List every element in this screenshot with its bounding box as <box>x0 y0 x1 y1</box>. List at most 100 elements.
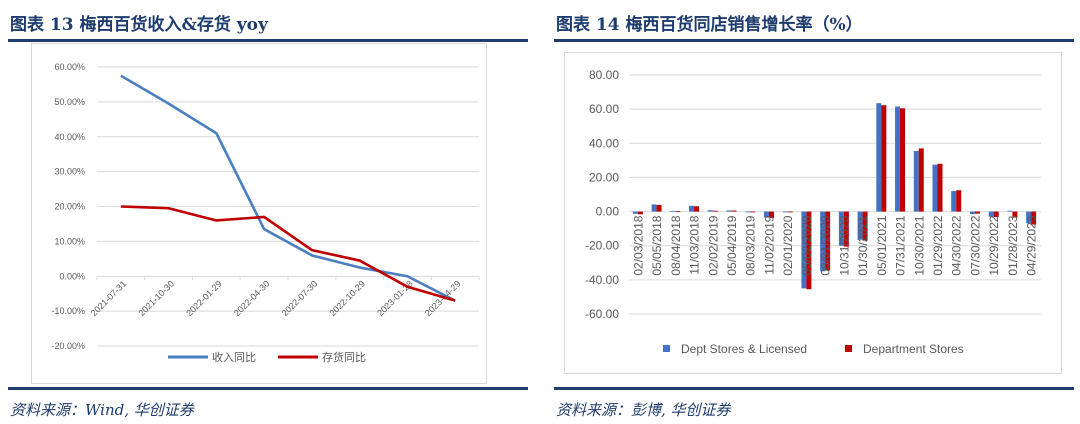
x-tick-label: 11/02/2019 <box>762 215 776 274</box>
x-tick-label: 2022-10-29 <box>327 279 367 319</box>
x-tick-label: 07/30/2022 <box>968 215 982 275</box>
bar <box>900 108 906 212</box>
x-tick-label: 05/04/2019 <box>725 215 739 275</box>
bar <box>750 211 756 213</box>
y-tick-label: -20.00% <box>51 341 85 351</box>
x-tick-label: 08/01/2020 <box>819 215 833 275</box>
bar <box>838 211 844 246</box>
x-tick-label: 2021-10-30 <box>136 279 176 319</box>
x-tick-label: 2022-01-29 <box>184 279 224 319</box>
legend-label: Dept Stores & Licensed <box>681 342 807 356</box>
x-tick-label: 2021-07-31 <box>89 279 129 319</box>
y-tick-label: 40.00 <box>589 136 619 150</box>
x-tick-label: 04/29/2023 <box>1025 215 1039 275</box>
bar <box>637 211 643 215</box>
right-source-note: 资料来源：彭博, 华创证券 <box>556 401 731 419</box>
bar <box>806 211 812 290</box>
legend-swatch <box>663 345 670 352</box>
x-tick-label: 02/03/2018 <box>631 215 645 275</box>
y-tick-label: 20.00 <box>589 170 619 184</box>
bar <box>825 211 831 271</box>
y-tick-label: 0.00 <box>596 205 620 219</box>
bar <box>843 211 849 247</box>
bar <box>1012 211 1018 218</box>
bar <box>694 206 700 212</box>
x-tick-label: 05/02/2020 <box>800 215 814 275</box>
right-title-rule <box>554 39 1074 42</box>
bar <box>726 210 732 212</box>
x-tick-label: 01/29/2022 <box>931 215 945 275</box>
y-tick-label: -60.00 <box>585 307 619 321</box>
x-tick-label: 04/30/2022 <box>950 215 964 275</box>
bar <box>913 150 919 212</box>
y-tick-label: -10.00% <box>51 306 85 316</box>
left-chart-panel: 60.00% 50.00% 40.00% 30.00% 20.00% 10.00% 0.00… <box>31 43 487 384</box>
y-tick-label: -40.00 <box>585 273 619 287</box>
bar <box>801 211 807 289</box>
series-line <box>120 205 456 302</box>
y-tick-label: 60.00% <box>54 62 85 72</box>
bar <box>956 190 962 212</box>
y-tick-label: 10.00% <box>54 236 85 246</box>
x-tick-label: 01/28/2023 <box>1006 215 1020 275</box>
bar <box>787 211 793 213</box>
x-tick-label: 08/04/2018 <box>669 215 683 275</box>
bar <box>768 211 774 219</box>
bar <box>632 211 638 214</box>
bar <box>862 211 868 241</box>
x-tick-label: 08/03/2019 <box>744 215 758 275</box>
bar <box>895 106 901 212</box>
x-tick-label: 05/01/2021 <box>875 215 889 275</box>
series-line <box>120 74 456 302</box>
y-tick-label: 40.00% <box>54 132 85 142</box>
y-tick-label: 0.00% <box>59 271 85 281</box>
y-tick-label: 80.00 <box>589 68 619 82</box>
right-chart-panel: 80.00 60.00 40.00 20.00 0.00 -20.00 -40.00 -60.… <box>564 52 1062 374</box>
y-tick-label: 60.00 <box>589 102 619 116</box>
y-tick-label: 30.00% <box>54 167 85 177</box>
x-tick-label: 10/30/2021 <box>912 215 926 275</box>
bar <box>1026 211 1032 224</box>
bar <box>932 164 938 212</box>
bar <box>881 105 887 212</box>
x-tick-label: 10/31/2020 <box>837 215 851 275</box>
bar <box>918 148 924 212</box>
left-source-note: 资料来源：Wind, 华创证券 <box>10 401 194 419</box>
bar <box>656 204 662 212</box>
x-tick-label: 2023-04-29 <box>423 279 463 319</box>
bar <box>951 191 957 212</box>
legend-label: 存货同比 <box>322 350 366 364</box>
x-tick-label: 07/31/2021 <box>894 215 908 275</box>
bar <box>745 211 751 213</box>
legend-label: Department Stores <box>863 342 964 356</box>
bar <box>974 211 980 214</box>
right-bottom-rule <box>554 387 1074 390</box>
y-tick-label: -20.00 <box>585 239 619 253</box>
bar <box>969 211 975 215</box>
bar <box>988 211 994 217</box>
x-tick-label: 2022-07-30 <box>280 279 320 319</box>
bar <box>857 211 863 240</box>
bar-chart: 80.00 60.00 40.00 20.00 0.00 -20.00 -40.00 -60.… <box>585 68 1041 356</box>
x-tick-label: 02/01/2020 <box>781 215 795 275</box>
legend-label: 收入同比 <box>212 350 256 364</box>
bar <box>763 211 769 218</box>
legend-swatch <box>845 345 852 352</box>
bar <box>782 211 788 213</box>
x-tick-label: 11/03/2018 <box>688 215 702 274</box>
left-bottom-rule <box>8 387 528 390</box>
left-figure-title: 图表 13 梅西百货收入&存货 yoy <box>10 15 268 35</box>
line-chart: 60.00% 50.00% 40.00% 30.00% 20.00% 10.00% 0.00… <box>51 62 480 364</box>
bar <box>670 210 676 212</box>
bar <box>707 210 713 212</box>
x-tick-label: 2022-04-30 <box>232 279 272 319</box>
bar <box>689 205 695 212</box>
bar <box>937 163 943 212</box>
bar <box>1031 211 1037 225</box>
bar <box>731 210 737 212</box>
right-figure-title: 图表 14 梅西百货同店销售增长率（%） <box>556 15 863 35</box>
bar <box>993 211 999 218</box>
bar <box>820 211 826 272</box>
left-title-rule <box>8 39 528 42</box>
bar <box>675 211 681 213</box>
